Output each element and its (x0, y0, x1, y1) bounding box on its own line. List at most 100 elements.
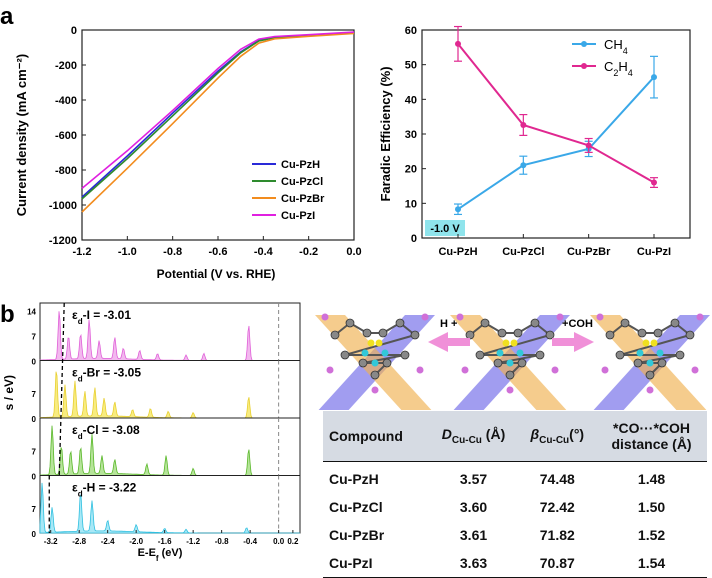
fe-point (520, 121, 527, 128)
lsv-legend-label: Cu-PzI (281, 210, 315, 222)
fe-point (585, 142, 592, 149)
fe-point (455, 206, 461, 213)
d-band-center-line (58, 302, 65, 476)
atom (620, 318, 630, 328)
lsv-xtick-label: -0.8 (163, 246, 182, 258)
pdos-ytick-label: 7 (32, 448, 37, 457)
atom (345, 318, 355, 328)
fe-series-ch4 (457, 76, 655, 211)
pdos-xtick-label: -1.6 (158, 537, 172, 546)
fe-ytick-label: 60 (405, 25, 417, 37)
pdos-panel-label: εd-Cl = -3.08 (72, 423, 140, 441)
structure-right (590, 313, 710, 410)
structure-figures: H + +COH (315, 313, 710, 410)
pdos-xtick-label: -1.2 (186, 537, 200, 546)
copper-atom (646, 359, 654, 367)
lsv-ytick-label: -800 (55, 165, 77, 177)
fe-category-label: Cu-PzBr (567, 246, 611, 258)
panel-label-a: a (0, 3, 14, 30)
atom (340, 350, 350, 360)
pdos-xtick-label: -2.4 (101, 537, 115, 546)
lsv-xlabel: Potential (V vs. RHE) (157, 267, 276, 281)
pdos-xtick-label: -2.8 (72, 537, 86, 546)
lsv-legend-label: Cu-PzH (281, 159, 320, 171)
fe-category-label: Cu-PzH (438, 246, 477, 258)
lsv-series-cu-pzcl (81, 32, 355, 200)
lsv-ytick-label: 0 (71, 25, 77, 37)
pdos-curve-h (39, 482, 300, 534)
fe-category-label: Cu-PzCl (502, 246, 544, 258)
pdos-panel-frame (39, 360, 301, 419)
right-reaction-arrow (552, 332, 594, 352)
pdos-xlabel: E-Ef (eV) (138, 547, 183, 563)
fe-legend-marker (581, 63, 587, 69)
col-distance: *CO···*COH distance (Å) (596, 411, 707, 462)
lsv-ytick-label: -600 (55, 130, 77, 142)
lsv-series-cu-pzbr (81, 32, 355, 213)
cell-beta: 70.87 (539, 555, 575, 571)
atom (370, 370, 380, 380)
halogen-atom (551, 366, 559, 374)
atom (465, 330, 475, 340)
pdos-ytick-label: 0 (32, 358, 37, 367)
atom (362, 328, 372, 338)
atom (605, 330, 615, 340)
copper-atom (516, 349, 524, 357)
pdos-panel-label: εd-H = -3.22 (72, 481, 137, 499)
atom (545, 330, 555, 340)
sulfur-atom (375, 339, 383, 347)
cell-dist: 1.52 (637, 527, 666, 543)
lsv-chart: Potential (V vs. RHE) Current density (m… (14, 25, 362, 281)
halogen-atom (461, 366, 469, 374)
copper-atom (496, 349, 504, 357)
copper-atom (506, 359, 514, 367)
copper-atom (656, 349, 664, 357)
pdos-ytick-label: 0 (32, 415, 37, 424)
structure-table: Compound DCu-Cu (Å) βCu-Cu(°) *CO···*COH… (323, 411, 707, 578)
pdos-xtick-label: -3.2 (44, 537, 58, 546)
fe-series-c2h4 (457, 43, 655, 184)
pdos-ytick-label: 14 (27, 308, 36, 317)
lsv-series-cu-pzi (81, 31, 355, 190)
atom (657, 358, 667, 368)
atom (410, 330, 420, 340)
pdos-chart: PDOS (States / eV) (2, 375, 16, 410)
lsv-ytick-label: -1200 (49, 235, 77, 247)
lsv-ytick-label: -400 (55, 95, 77, 107)
bond (497, 354, 541, 364)
structure-left (315, 313, 435, 410)
table-row: Cu-PzH 3.57 74.48 1.48 (323, 462, 707, 494)
cell-dist: 1.48 (637, 471, 666, 487)
fe-category-label: Cu-PzI (637, 246, 671, 258)
col-d-cucu: DCu-Cu (Å) (428, 411, 519, 462)
col-beta-cucu: βCu-Cu(°) (518, 411, 597, 462)
atom (530, 318, 540, 328)
fe-ytick-label: 0 (411, 233, 417, 245)
atom (400, 350, 410, 360)
atom (497, 328, 507, 338)
sulfur-atom (650, 339, 658, 347)
atom (505, 370, 515, 380)
atom (395, 318, 405, 328)
cell-beta: 72.42 (539, 499, 575, 515)
atom (637, 328, 647, 338)
cell-compound: Cu-PzI (329, 555, 373, 571)
atom (513, 328, 523, 338)
sulfur-atom (502, 339, 510, 347)
atom (675, 350, 685, 360)
lsv-xtick-label: -0.2 (299, 246, 318, 258)
copper-atom (361, 349, 369, 357)
atom (535, 350, 545, 360)
sulfur-atom (367, 339, 375, 347)
halogen-atom (646, 386, 654, 394)
atom (517, 358, 527, 368)
lsv-ytick-label: -1000 (49, 200, 77, 212)
pdos-panel-label: εd-Br = -3.05 (72, 366, 141, 384)
copper-atom (636, 349, 644, 357)
atom (358, 358, 368, 368)
halogen-atom (696, 313, 704, 321)
left-arrow-label: H + (440, 318, 457, 330)
cell-dist: 1.54 (637, 555, 666, 571)
fe-point (651, 74, 657, 81)
table-row: Cu-PzCl 3.60 72.42 1.50 (323, 493, 707, 521)
